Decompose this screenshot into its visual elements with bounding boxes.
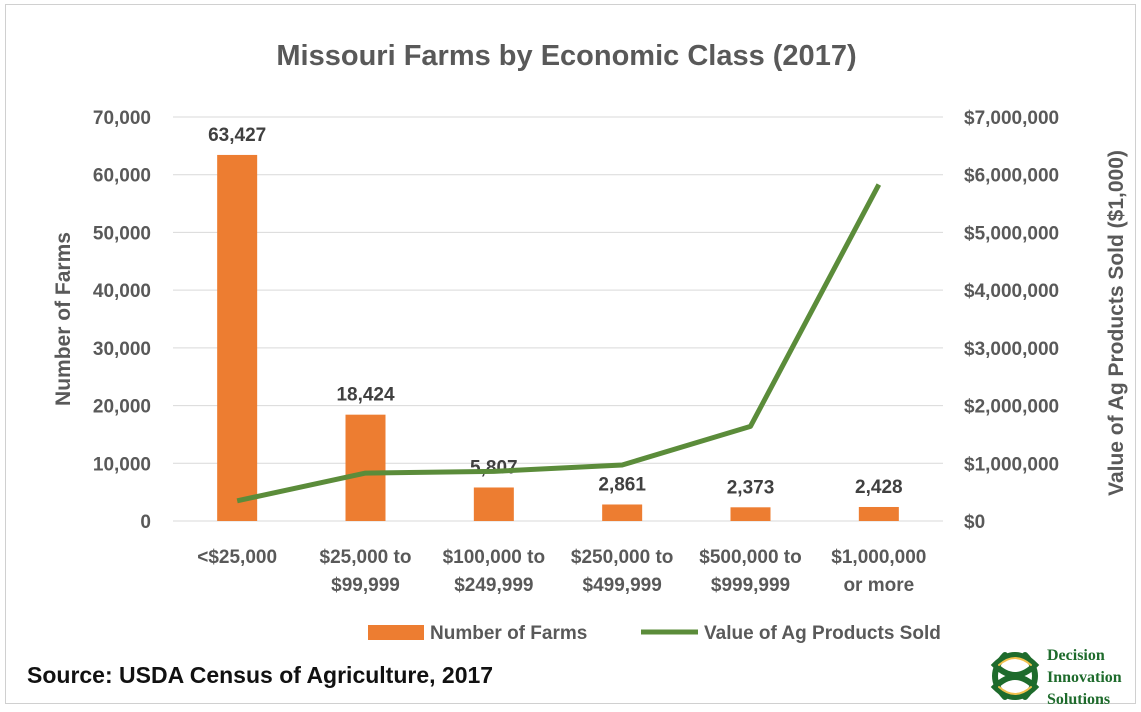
- company-logo: Decision Innovation Solutions: [985, 645, 1141, 710]
- bar-data-label: 2,428: [855, 477, 903, 498]
- x-tick-label: $500,000 to: [699, 547, 801, 568]
- x-tick-label: $99,999: [331, 575, 400, 596]
- y2-tick-label: $6,000,000: [964, 166, 1059, 187]
- y2-tick-label: $0: [964, 512, 985, 533]
- y-tick-label: 50,000: [93, 223, 151, 244]
- y2-tick-label: $3,000,000: [964, 339, 1059, 360]
- y-tick-label: 10,000: [93, 454, 151, 475]
- y-tick-label: 30,000: [93, 339, 151, 360]
- y-tick-label: 0: [140, 512, 151, 533]
- y2-tick-label: $2,000,000: [964, 397, 1059, 418]
- bar-data-label: 63,427: [208, 125, 266, 146]
- knot-logo-icon: [985, 645, 1045, 707]
- bar-data-label: 18,424: [336, 385, 395, 406]
- bar-data-label: 2,373: [727, 477, 775, 498]
- y2-tick-label: $7,000,000: [964, 108, 1059, 129]
- x-tick-label: $25,000 to: [320, 547, 412, 568]
- legend-label-bar: Number of Farms: [430, 623, 587, 644]
- source-note: Source: USDA Census of Agriculture, 2017: [27, 662, 493, 689]
- y-tick-label: 20,000: [93, 397, 151, 418]
- y-tick-label: 70,000: [93, 108, 151, 129]
- bar-data-label: 2,861: [598, 474, 646, 495]
- x-tick-label: $1,000,000: [831, 547, 926, 568]
- legend-label-line: Value of Ag Products Sold: [704, 623, 941, 644]
- y2-tick-label: $4,000,000: [964, 281, 1059, 302]
- bar: [731, 507, 771, 521]
- y2-axis-title: Value of Ag Products Sold ($1,000): [1105, 150, 1128, 496]
- y-tick-label: 60,000: [93, 166, 151, 187]
- bar: [602, 504, 642, 521]
- x-tick-label: <$25,000: [197, 547, 277, 568]
- y2-tick-label: $5,000,000: [964, 223, 1059, 244]
- logo-text-line-2: Innovation: [1047, 669, 1122, 687]
- chart-frame: Missouri Farms by Economic Class (2017) 0…: [5, 4, 1136, 704]
- x-tick-label: $999,999: [711, 575, 790, 596]
- x-tick-label: $499,999: [583, 575, 662, 596]
- bar: [859, 507, 899, 521]
- x-tick-label: $100,000 to: [443, 547, 545, 568]
- bar: [474, 487, 514, 521]
- logo-text-line-1: Decision: [1047, 647, 1105, 665]
- y-tick-label: 40,000: [93, 281, 151, 302]
- y-axis-title: Number of Farms: [52, 232, 75, 406]
- logo-text-line-3: Solutions: [1047, 691, 1110, 709]
- chart-title: Missouri Farms by Economic Class (2017): [276, 40, 856, 72]
- bar-data-label: 5,807: [470, 457, 518, 478]
- x-tick-label: or more: [843, 575, 914, 596]
- bar: [346, 415, 386, 521]
- x-tick-label: $250,000 to: [571, 547, 673, 568]
- bar: [217, 155, 257, 521]
- x-tick-label: $249,999: [454, 575, 533, 596]
- chart-svg: Missouri Farms by Economic Class (2017) 0…: [6, 5, 1137, 705]
- y2-tick-label: $1,000,000: [964, 454, 1059, 475]
- legend-swatch-bar: [368, 625, 424, 640]
